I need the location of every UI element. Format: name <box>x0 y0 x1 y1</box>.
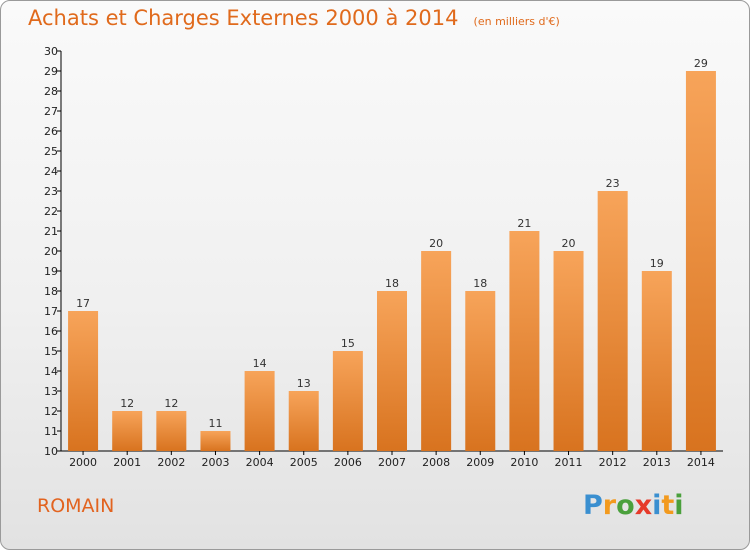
bar <box>332 351 363 451</box>
data-label: 11 <box>208 417 222 430</box>
y-tick-label: 21 <box>44 225 58 238</box>
y-tick-label: 10 <box>44 445 58 458</box>
y-tick-label: 11 <box>44 425 58 438</box>
bar <box>421 251 452 451</box>
x-tick-label: 2002 <box>157 456 185 469</box>
y-tick-label: 27 <box>44 105 58 118</box>
y-tick-label: 19 <box>44 265 58 278</box>
axis-layer: 10 11 12 13 14 15 16 17 18 19 20 21 22 23 24 25 26 27 28 29… <box>44 45 723 458</box>
bar <box>509 231 540 451</box>
bar <box>553 251 584 451</box>
bar <box>68 311 99 451</box>
y-tick-label: 14 <box>44 365 58 378</box>
data-label: 12 <box>120 397 134 410</box>
x-tick-label: 2009 <box>466 456 494 469</box>
y-tick-label: 28 <box>44 85 58 98</box>
y-tick-label: 15 <box>44 345 58 358</box>
y-tick-label: 30 <box>44 45 58 58</box>
data-label: 13 <box>297 377 311 390</box>
data-label: 14 <box>253 357 267 370</box>
data-label: 12 <box>164 397 178 410</box>
x-tick-label: 2006 <box>334 456 362 469</box>
bar-layer <box>68 71 716 451</box>
x-tick-label: 2011 <box>555 456 583 469</box>
y-tick-label: 12 <box>44 405 58 418</box>
bar <box>377 291 407 451</box>
logo-letter: t <box>661 490 675 521</box>
y-tick-label: 17 <box>44 305 58 318</box>
y-tick-label: 22 <box>44 205 58 218</box>
logo-letter: P <box>583 490 603 521</box>
bar <box>244 371 275 451</box>
y-tick-label: 20 <box>44 245 58 258</box>
commune-name: ROMAIN <box>37 495 115 517</box>
proxiti-logo[interactable]: Proxiti <box>583 490 684 521</box>
y-tick-label: 24 <box>44 165 58 178</box>
logo-letter: x <box>634 490 653 521</box>
data-label: 29 <box>694 57 708 70</box>
y-tick-label: 16 <box>44 325 58 338</box>
data-label: 18 <box>385 277 399 290</box>
y-tick-label: 23 <box>44 185 58 198</box>
chart-title-block: Achats et Charges Externes 2000 à 2014 (… <box>28 6 560 30</box>
x-tick-label: 2012 <box>599 456 627 469</box>
x-tick-label: 2005 <box>290 456 318 469</box>
data-label: 15 <box>341 337 355 350</box>
bar <box>288 391 319 451</box>
chart-title: Achats et Charges Externes 2000 à 2014 <box>28 6 459 30</box>
bar <box>112 411 143 451</box>
data-label: 19 <box>650 257 664 270</box>
x-tick-label: 2000 <box>69 456 97 469</box>
x-tick-label: 2001 <box>113 456 141 469</box>
y-tick-label: 25 <box>44 145 58 158</box>
y-tick-label: 26 <box>44 125 58 138</box>
logo-letter: i <box>652 490 662 521</box>
logo-letter: i <box>674 490 684 521</box>
x-tick-label: 2014 <box>687 456 715 469</box>
bar <box>200 431 231 451</box>
x-tick-label: 2004 <box>246 456 274 469</box>
label-layer: 2000 17 2001 12 2002 12 2003 11 2004 14 2005 13 2006… <box>69 57 715 469</box>
data-label: 17 <box>76 297 90 310</box>
y-tick-label: 18 <box>44 285 58 298</box>
y-tick-label: 29 <box>44 65 58 78</box>
data-label: 23 <box>606 177 620 190</box>
x-tick-label: 2003 <box>201 456 229 469</box>
x-tick-label: 2010 <box>510 456 538 469</box>
x-tick-label: 2013 <box>643 456 671 469</box>
bar <box>465 291 496 451</box>
bar <box>685 71 716 451</box>
x-tick-label: 2007 <box>378 456 406 469</box>
chart-subtitle: (en milliers d'€) <box>473 15 560 28</box>
bar <box>156 411 187 451</box>
data-label: 20 <box>429 237 443 250</box>
data-label: 21 <box>517 217 531 230</box>
logo-letter: o <box>616 490 635 521</box>
data-label: 20 <box>562 237 576 250</box>
bar <box>641 271 672 451</box>
bar <box>597 191 628 451</box>
logo-letter: r <box>602 490 617 521</box>
data-label: 18 <box>473 277 487 290</box>
y-tick-label: 13 <box>44 385 58 398</box>
x-tick-label: 2008 <box>422 456 450 469</box>
